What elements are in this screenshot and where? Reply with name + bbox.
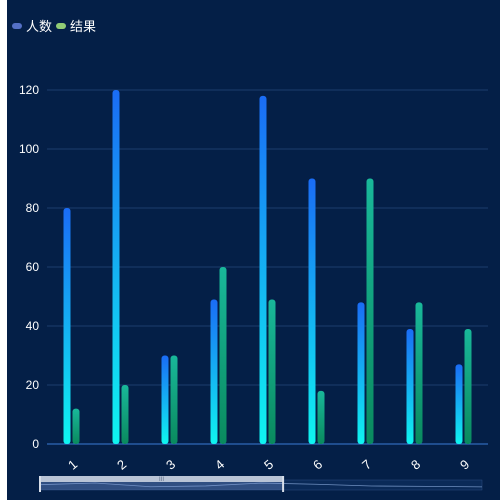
zoom-move-handle[interactable]: [40, 476, 284, 482]
grid-lines: [47, 89, 488, 445]
bar-series-2-9[interactable]: [464, 328, 472, 444]
x-tick-label: 3: [163, 456, 178, 472]
x-tick-label: 8: [408, 456, 423, 472]
bar-series-1-8[interactable]: [406, 328, 414, 444]
zoom-selected-range[interactable]: [40, 480, 284, 490]
bars: [63, 90, 472, 445]
bar-series-2-3[interactable]: [170, 355, 178, 445]
bar-series-2-5[interactable]: [268, 299, 276, 444]
zoom-right-handle[interactable]: [282, 476, 285, 492]
legend-swatch-series-1: [12, 22, 22, 29]
x-tick-label: 6: [310, 456, 325, 472]
legend: 人数 结果: [12, 16, 98, 35]
x-axis-tick-labels: 1 2 3 4 5 6 7 8 9: [65, 456, 472, 472]
bar-series-2-2[interactable]: [121, 385, 129, 444]
bar-series-2-1[interactable]: [72, 408, 80, 444]
bar-series-1-7[interactable]: [357, 302, 365, 444]
left-edge-strip: [0, 0, 7, 500]
y-tick-label: 40: [26, 319, 40, 333]
x-tick-label: 5: [261, 456, 276, 472]
bar-series-1-1[interactable]: [63, 208, 71, 444]
legend-label-series-1: 人数: [26, 19, 53, 34]
bar-series-1-6[interactable]: [308, 178, 316, 445]
bar-series-1-3[interactable]: [161, 355, 169, 445]
bar-series-2-7[interactable]: [366, 178, 374, 445]
legend-swatch-series-2: [56, 22, 67, 29]
bar-series-1-2[interactable]: [112, 90, 120, 444]
zoom-left-handle[interactable]: [39, 476, 41, 492]
legend-item-series-2[interactable]: 结果: [56, 16, 96, 35]
zoom-grip-icon: III: [159, 477, 164, 483]
y-tick-label: 120: [19, 83, 39, 97]
y-tick-label: 60: [26, 260, 40, 274]
bar-series-1-5[interactable]: [259, 95, 267, 445]
legend-label-series-2: 结果: [70, 19, 97, 34]
x-tick-label: 4: [212, 456, 227, 472]
bar-series-2-6[interactable]: [317, 390, 325, 444]
legend-item-series-1[interactable]: 人数: [12, 16, 52, 35]
bar-series-1-9[interactable]: [455, 364, 463, 444]
x-tick-label: 7: [359, 456, 374, 472]
y-tick-label: 20: [26, 378, 40, 392]
bar-series-2-4[interactable]: [219, 267, 227, 444]
y-tick-label: 0: [32, 437, 39, 451]
y-tick-label: 80: [26, 201, 40, 215]
x-tick-label: 2: [114, 456, 129, 472]
bar-series-1-4[interactable]: [210, 299, 218, 444]
x-tick-label: 9: [457, 456, 472, 472]
y-tick-label: 100: [19, 142, 39, 156]
zoom-data-shadow: [39, 482, 483, 488]
y-axis-tick-labels: 0 20 40 60 80 100 120: [19, 83, 39, 451]
x-tick-label: 1: [65, 456, 80, 472]
data-zoom-slider[interactable]: III: [39, 476, 483, 492]
bar-series-2-8[interactable]: [415, 302, 423, 444]
